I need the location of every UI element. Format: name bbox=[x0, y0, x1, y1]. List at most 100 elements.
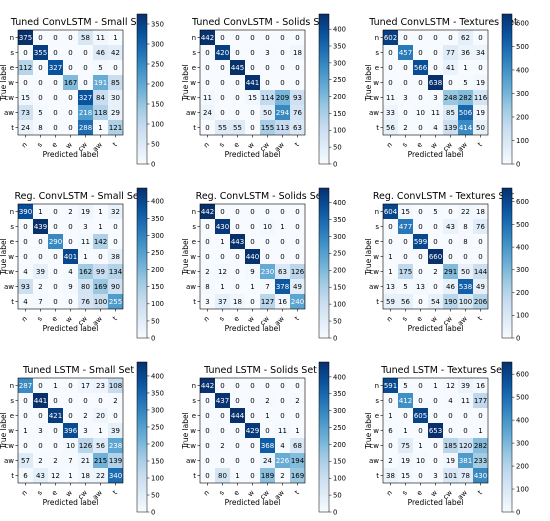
cell-value: 0 bbox=[448, 238, 452, 246]
y-tick-label: e bbox=[10, 238, 14, 246]
matrix-cell bbox=[383, 90, 398, 105]
matrix-cell bbox=[48, 408, 63, 423]
cell-value: 120 bbox=[459, 442, 472, 450]
cell-value: 0 bbox=[250, 223, 254, 231]
matrix-cell bbox=[290, 75, 305, 90]
cell-value: 0 bbox=[388, 238, 392, 246]
x-tick-label: t bbox=[111, 141, 119, 149]
cell-value: 0 bbox=[463, 253, 467, 261]
matrix-cell bbox=[200, 378, 215, 393]
cell-value: 0 bbox=[205, 442, 209, 450]
matrix-cell bbox=[275, 219, 290, 234]
cell-value: 1 bbox=[83, 253, 87, 261]
matrix-cell bbox=[200, 294, 215, 309]
matrix-cell bbox=[18, 219, 33, 234]
matrix-cell bbox=[78, 423, 93, 438]
matrix-cell bbox=[443, 453, 458, 468]
matrix-cell bbox=[108, 423, 123, 438]
cell-value: 0 bbox=[250, 64, 254, 72]
colorbar-tick-label: 100 bbox=[516, 485, 529, 493]
cell-value: 23 bbox=[96, 382, 105, 390]
cell-value: 126 bbox=[291, 268, 305, 276]
x-tick-label: e bbox=[232, 315, 241, 324]
matrix-cell bbox=[63, 249, 78, 264]
matrix-cell bbox=[245, 408, 260, 423]
colorbar-tick-label: 350 bbox=[151, 20, 164, 28]
cell-value: 169 bbox=[291, 472, 304, 480]
cell-value: 46 bbox=[446, 283, 455, 291]
cell-value: 0 bbox=[23, 238, 27, 246]
colorbar-tick-label: 300 bbox=[333, 59, 346, 67]
matrix-cell bbox=[33, 468, 48, 483]
matrix-cell bbox=[215, 120, 230, 135]
matrix-cell bbox=[93, 120, 108, 135]
matrix-cell bbox=[443, 90, 458, 105]
matrix-cell bbox=[200, 438, 215, 453]
cell-value: 390 bbox=[19, 208, 32, 216]
matrix-cell bbox=[78, 60, 93, 75]
cell-value: 3 bbox=[433, 94, 437, 102]
cell-value: 2 bbox=[83, 412, 87, 420]
x-tick-label: e bbox=[415, 141, 424, 150]
matrix-cell bbox=[78, 408, 93, 423]
matrix-cell bbox=[93, 294, 108, 309]
matrix-cell bbox=[108, 219, 123, 234]
matrix-cell bbox=[245, 378, 260, 393]
matrix-cell bbox=[215, 30, 230, 45]
matrix-cell bbox=[428, 75, 443, 90]
colorbar bbox=[137, 188, 147, 338]
cell-value: 1 bbox=[388, 412, 392, 420]
cell-value: 0 bbox=[38, 253, 42, 261]
matrix-cell bbox=[18, 393, 33, 408]
y-tick-label: s bbox=[375, 223, 379, 231]
cell-value: 0 bbox=[280, 49, 284, 57]
colorbar-tick-label: 500 bbox=[516, 221, 529, 229]
matrix-cell bbox=[18, 120, 33, 135]
cell-value: 0 bbox=[250, 298, 254, 306]
matrix-cell bbox=[290, 453, 305, 468]
matrix-cell bbox=[93, 279, 108, 294]
colorbar-tick-label: 300 bbox=[516, 90, 529, 98]
cell-value: 226 bbox=[276, 457, 290, 465]
matrix-cell bbox=[245, 75, 260, 90]
matrix-cell bbox=[428, 249, 443, 264]
matrix-cell bbox=[413, 30, 428, 45]
x-tick-label: t bbox=[293, 141, 301, 149]
matrix-cell bbox=[108, 393, 123, 408]
cell-value: 0 bbox=[433, 238, 437, 246]
cell-value: 13 bbox=[386, 283, 395, 291]
cell-value: 38 bbox=[386, 472, 395, 480]
matrix-cell bbox=[33, 60, 48, 75]
y-tick-label: e bbox=[192, 238, 196, 246]
colorbar-tick-label: 0 bbox=[333, 334, 337, 342]
matrix-cell bbox=[48, 249, 63, 264]
cell-value: 0 bbox=[265, 208, 269, 216]
matrix-cell bbox=[33, 294, 48, 309]
cell-value: 0 bbox=[388, 79, 392, 87]
matrix-cell bbox=[48, 75, 63, 90]
cell-value: 0 bbox=[83, 79, 87, 87]
cell-value: 0 bbox=[23, 412, 27, 420]
cell-value: 0 bbox=[220, 109, 224, 117]
matrix-cell bbox=[200, 393, 215, 408]
matrix-cell bbox=[428, 60, 443, 75]
matrix-cell bbox=[215, 60, 230, 75]
cell-value: 412 bbox=[399, 397, 412, 405]
matrix-cell bbox=[63, 234, 78, 249]
cell-value: 33 bbox=[386, 109, 395, 117]
matrix-cell bbox=[245, 105, 260, 120]
matrix-cell bbox=[245, 60, 260, 75]
matrix-cell bbox=[245, 264, 260, 279]
matrix-cell bbox=[245, 120, 260, 135]
cell-value: 0 bbox=[68, 223, 72, 231]
matrix-cell bbox=[275, 294, 290, 309]
cell-value: 0 bbox=[265, 64, 269, 72]
cell-value: 0 bbox=[433, 49, 437, 57]
cell-value: 58 bbox=[81, 34, 90, 42]
matrix-cell bbox=[443, 408, 458, 423]
matrix-cell bbox=[275, 264, 290, 279]
matrix-cell bbox=[215, 75, 230, 90]
matrix-cell bbox=[78, 453, 93, 468]
cell-value: 84 bbox=[96, 94, 105, 102]
x-tick-label: w bbox=[429, 141, 439, 151]
